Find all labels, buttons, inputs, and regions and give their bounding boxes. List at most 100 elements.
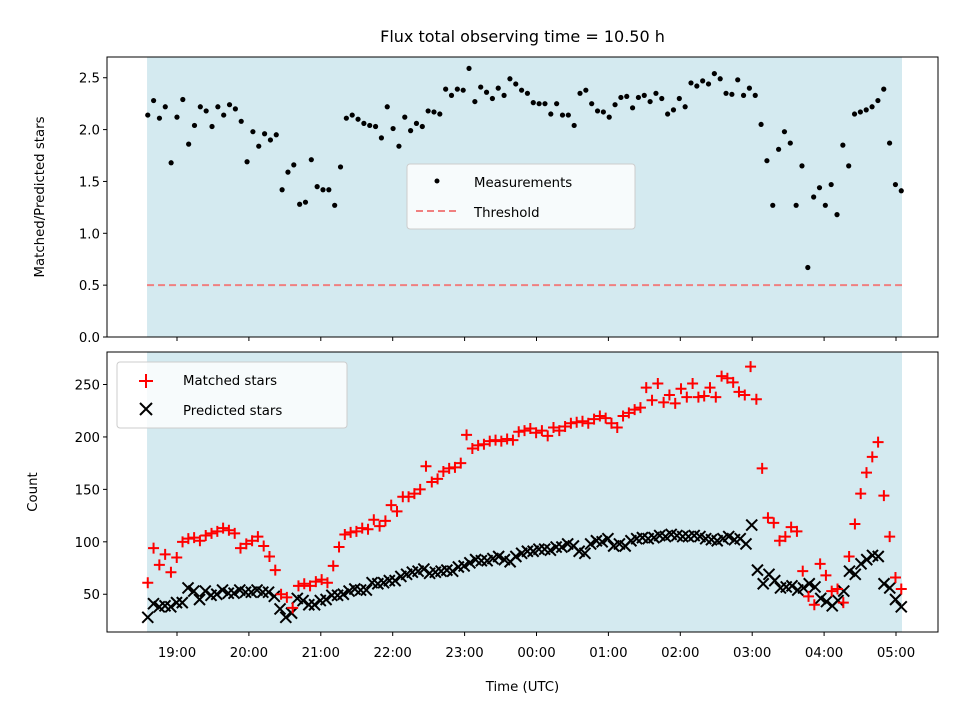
measurement-point: [776, 146, 782, 152]
measurement-point: [186, 141, 192, 147]
time-x-tick-label: 04:00: [805, 646, 843, 661]
predicted-stars-point: [417, 562, 431, 576]
predicted-stars-point: [319, 593, 333, 606]
measurement-point: [507, 76, 513, 82]
matched-stars-point: [872, 436, 884, 448]
measurement-point: [799, 163, 805, 169]
time-x-tick-label: 01:00: [589, 646, 627, 661]
predicted-stars-point: [820, 595, 833, 608]
measurement-point: [770, 202, 776, 208]
measurement-point: [431, 109, 437, 115]
measurement-point: [857, 109, 863, 115]
measurement-point: [226, 102, 233, 108]
matched-stars-point: [449, 461, 461, 473]
predicted-stars-point: [210, 588, 223, 601]
matched-stars-point: [513, 426, 525, 438]
chart-title: Flux total observing time = 10.50 h: [380, 27, 665, 46]
measurement-point: [168, 160, 174, 166]
predicted-stars-point: [199, 584, 212, 598]
predicted-stars-point: [739, 537, 753, 551]
predicted-stars-point: [256, 585, 270, 599]
measurement-point: [793, 202, 799, 208]
matched-stars-point: [263, 550, 275, 562]
measurement-point: [448, 92, 455, 98]
matched-stars-point: [716, 370, 728, 382]
predicted-stars-point: [222, 586, 235, 600]
matched-stars-point: [791, 525, 803, 537]
matched-stars-point: [733, 386, 745, 398]
matched-stars-point: [211, 525, 223, 537]
measurement-point: [530, 100, 536, 106]
predicted-stars-point: [803, 577, 816, 590]
measurement-point: [355, 116, 361, 122]
matched-stars-point: [350, 525, 362, 537]
matched-stars-point: [385, 499, 397, 511]
measurement-point: [846, 163, 852, 169]
ratio-legend-box: [406, 163, 636, 230]
ratio-plot-frame: [106, 56, 939, 338]
predicted-stars-point: [457, 559, 471, 573]
matched-stars-point: [426, 476, 438, 488]
matched-stars-point: [762, 512, 774, 524]
measurement-point: [629, 105, 636, 111]
matched-stars-point: [547, 422, 559, 434]
ratio-y-axis: 0.0 0.5 1.0 1.5 2.0 2.5: [79, 72, 107, 346]
measurement-point: [437, 111, 443, 117]
matched-stars-point: [223, 524, 235, 536]
matched-stars-point: [484, 435, 496, 447]
measurement-point: [261, 131, 268, 137]
measurement-point: [396, 143, 402, 149]
predicted-stars-point: [860, 553, 873, 566]
matched-stars-point: [803, 590, 815, 602]
measurement-point: [332, 202, 338, 208]
matched-stars-point: [345, 526, 357, 538]
matched-stars-point: [669, 397, 681, 409]
predicted-stars-point: [595, 535, 609, 549]
matched-stars-point: [171, 552, 183, 564]
matched-stars-point: [559, 420, 571, 432]
measurement-point: [489, 95, 495, 102]
legend-matched-marker: [139, 374, 153, 388]
matched-stars-point: [142, 577, 154, 589]
measurement-point: [378, 135, 385, 141]
measurement-point: [705, 81, 712, 87]
measurement-point: [816, 185, 823, 191]
measurement-point: [244, 159, 250, 165]
measurement-point: [203, 108, 209, 114]
matched-stars-point: [739, 389, 751, 401]
matched-stars-point: [895, 583, 907, 595]
ratio-y-axis-label: Matched/Predicted stars: [33, 116, 48, 277]
predicted-stars-point: [337, 588, 350, 601]
matched-stars-point: [698, 390, 710, 402]
matched-stars-point: [414, 483, 426, 495]
ratio-y-tick-label: 0.0: [79, 331, 100, 346]
measurement-point: [781, 129, 788, 135]
measurement-point: [764, 158, 770, 164]
matched-stars-point: [884, 531, 896, 543]
measurement-point: [898, 188, 904, 194]
measurement-point: [606, 114, 612, 120]
measurement-point: [881, 86, 887, 92]
matched-stars-point: [768, 517, 780, 529]
matched-stars-point: [623, 407, 635, 419]
ratio-y-tick-label: 0.5: [79, 279, 100, 294]
predicted-stars-point: [831, 594, 845, 607]
matched-stars-point: [316, 574, 328, 586]
matched-stars-point: [507, 434, 519, 446]
matched-stars-point: [339, 528, 351, 540]
measurement-point: [250, 129, 256, 135]
measurement-point: [297, 201, 303, 207]
matched-stars-point: [594, 410, 606, 422]
predicted-stars-point: [895, 600, 908, 614]
time-x-tick-label: 02:00: [661, 646, 699, 661]
matched-stars-point: [797, 565, 809, 577]
measurement-point: [483, 89, 490, 95]
count-y-tick-label: 250: [75, 379, 100, 394]
predicted-stars-point: [601, 532, 615, 545]
matched-stars-point: [860, 467, 872, 479]
measurement-point: [875, 97, 881, 104]
matched-stars-point: [455, 457, 467, 469]
measurement-point: [834, 212, 840, 218]
measurement-point: [676, 95, 682, 102]
measurement-point: [594, 108, 601, 114]
